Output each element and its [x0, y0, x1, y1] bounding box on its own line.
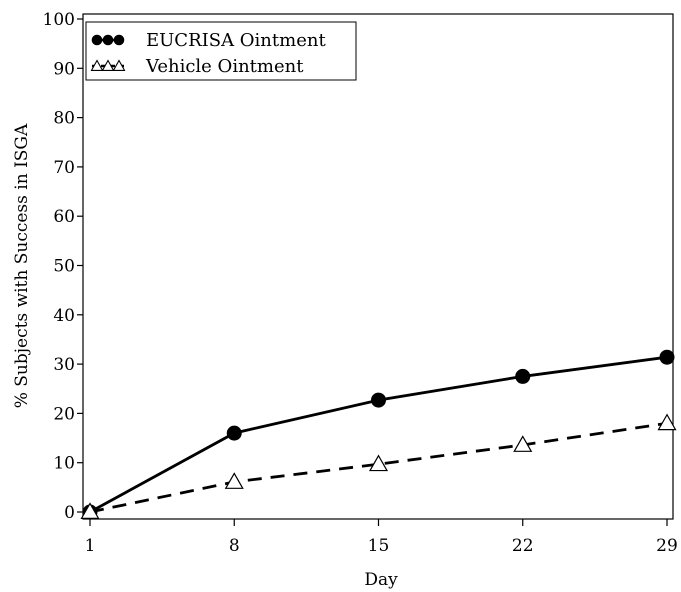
- data-point-circle: [371, 392, 386, 408]
- series-line: [89, 355, 668, 514]
- y-tick-label: 90: [53, 59, 75, 79]
- x-tick-label: 8: [229, 536, 240, 556]
- y-tick-label: 30: [53, 355, 75, 375]
- legend-entry: EUCRISA Ointment: [91, 30, 326, 51]
- x-tick-label: 1: [85, 536, 96, 556]
- y-tick-label: 100: [43, 10, 75, 30]
- data-point-circle: [226, 425, 242, 441]
- legend-box: [85, 21, 357, 81]
- data-point-triangle: [368, 454, 389, 472]
- y-tick-label: 40: [53, 306, 75, 326]
- legend-entry: Vehicle Ointment: [90, 56, 304, 77]
- x-tick-label: 15: [368, 536, 390, 556]
- y-tick-label: 60: [53, 207, 75, 227]
- legend-entries: EUCRISA Ointment Vehicle Ointment: [90, 30, 326, 77]
- legend-label: EUCRISA Ointment: [146, 30, 326, 51]
- legend-marker: [112, 59, 126, 71]
- legend-marker: [101, 59, 115, 71]
- data-point-triangle: [513, 435, 533, 452]
- y-axis-title: % Subjects with Success in ISGA: [12, 123, 32, 408]
- y-tick-label: 0: [64, 503, 75, 523]
- x-tick-label: 29: [656, 536, 678, 556]
- plot-frame: [82, 13, 674, 520]
- y-tick-label: 80: [53, 109, 75, 129]
- x-axis-title: Day: [364, 570, 398, 590]
- y-tick-label: 20: [53, 404, 75, 424]
- data-point-triangle: [657, 413, 677, 431]
- legend-marker: [91, 34, 103, 46]
- legend-marker: [90, 59, 104, 71]
- x-axis: 1 8 15 22 29: [85, 519, 678, 556]
- legend-label: Vehicle Ointment: [145, 56, 304, 77]
- legend-marker: [102, 34, 114, 46]
- y-tick-label: 70: [53, 158, 75, 178]
- y-axis: 0 10 20 30 40 50 60 70 80 90 100: [43, 10, 83, 523]
- series-1: [82, 349, 675, 520]
- data-point-triangle: [224, 472, 244, 489]
- series-layer: [80, 349, 677, 520]
- legend-marker: [113, 34, 125, 46]
- y-tick-label: 10: [53, 454, 75, 474]
- series-line: [89, 421, 668, 514]
- data-point-triangle: [80, 502, 100, 519]
- data-point-circle: [515, 368, 531, 384]
- series-2: [80, 413, 677, 519]
- legend: EUCRISA Ointment Vehicle Ointment: [85, 21, 357, 81]
- data-point-circle: [659, 349, 675, 365]
- x-tick-label: 22: [512, 536, 534, 556]
- y-tick-label: 50: [53, 257, 75, 277]
